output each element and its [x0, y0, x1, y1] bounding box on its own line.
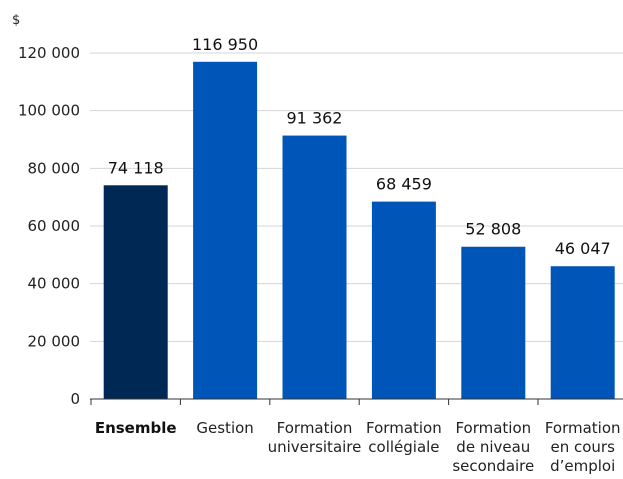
y-tick-label: 80 000	[28, 159, 81, 177]
data-labels: 74 118 116 950 91 362 68 459 52 808 46 047	[108, 35, 611, 258]
category-label: Formation en cours d’emploi	[545, 419, 621, 475]
y-tick-label: 100 000	[18, 102, 80, 120]
y-tick-label: 0	[70, 390, 80, 408]
category-label: Formation collégiale	[366, 419, 442, 456]
bar	[193, 61, 258, 400]
y-tick-label: 40 000	[28, 275, 81, 293]
y-axis-unit-label: $	[12, 13, 20, 28]
category-label: Gestion	[196, 419, 253, 437]
gridlines	[90, 52, 623, 342]
y-tick-label: 20 000	[28, 332, 81, 350]
x-axis	[90, 398, 623, 405]
category-labels: Ensemble Gestion Formation universitaireFor…	[95, 419, 621, 475]
data-label: 52 808	[465, 220, 521, 239]
bar	[103, 185, 168, 399]
bar	[371, 201, 436, 399]
data-label: 91 362	[287, 109, 343, 128]
y-tick-label: 60 000	[28, 217, 81, 235]
data-label: 74 118	[108, 158, 164, 177]
bars	[103, 61, 615, 400]
y-axis-tick-labels: 0 20 000 40 000 60 000 80 000 100 000 120 000	[18, 44, 80, 408]
category-label: Formation de niveau secondaire	[452, 419, 534, 475]
category-label: Formation universitaire	[268, 419, 362, 456]
bar	[550, 266, 615, 399]
data-label: 68 459	[376, 175, 432, 194]
category-label: Ensemble	[95, 419, 177, 437]
data-label: 46 047	[555, 239, 611, 258]
y-tick-label: 120 000	[18, 44, 80, 62]
bar	[282, 135, 347, 399]
bar	[461, 246, 526, 399]
data-label: 116 950	[192, 35, 258, 54]
